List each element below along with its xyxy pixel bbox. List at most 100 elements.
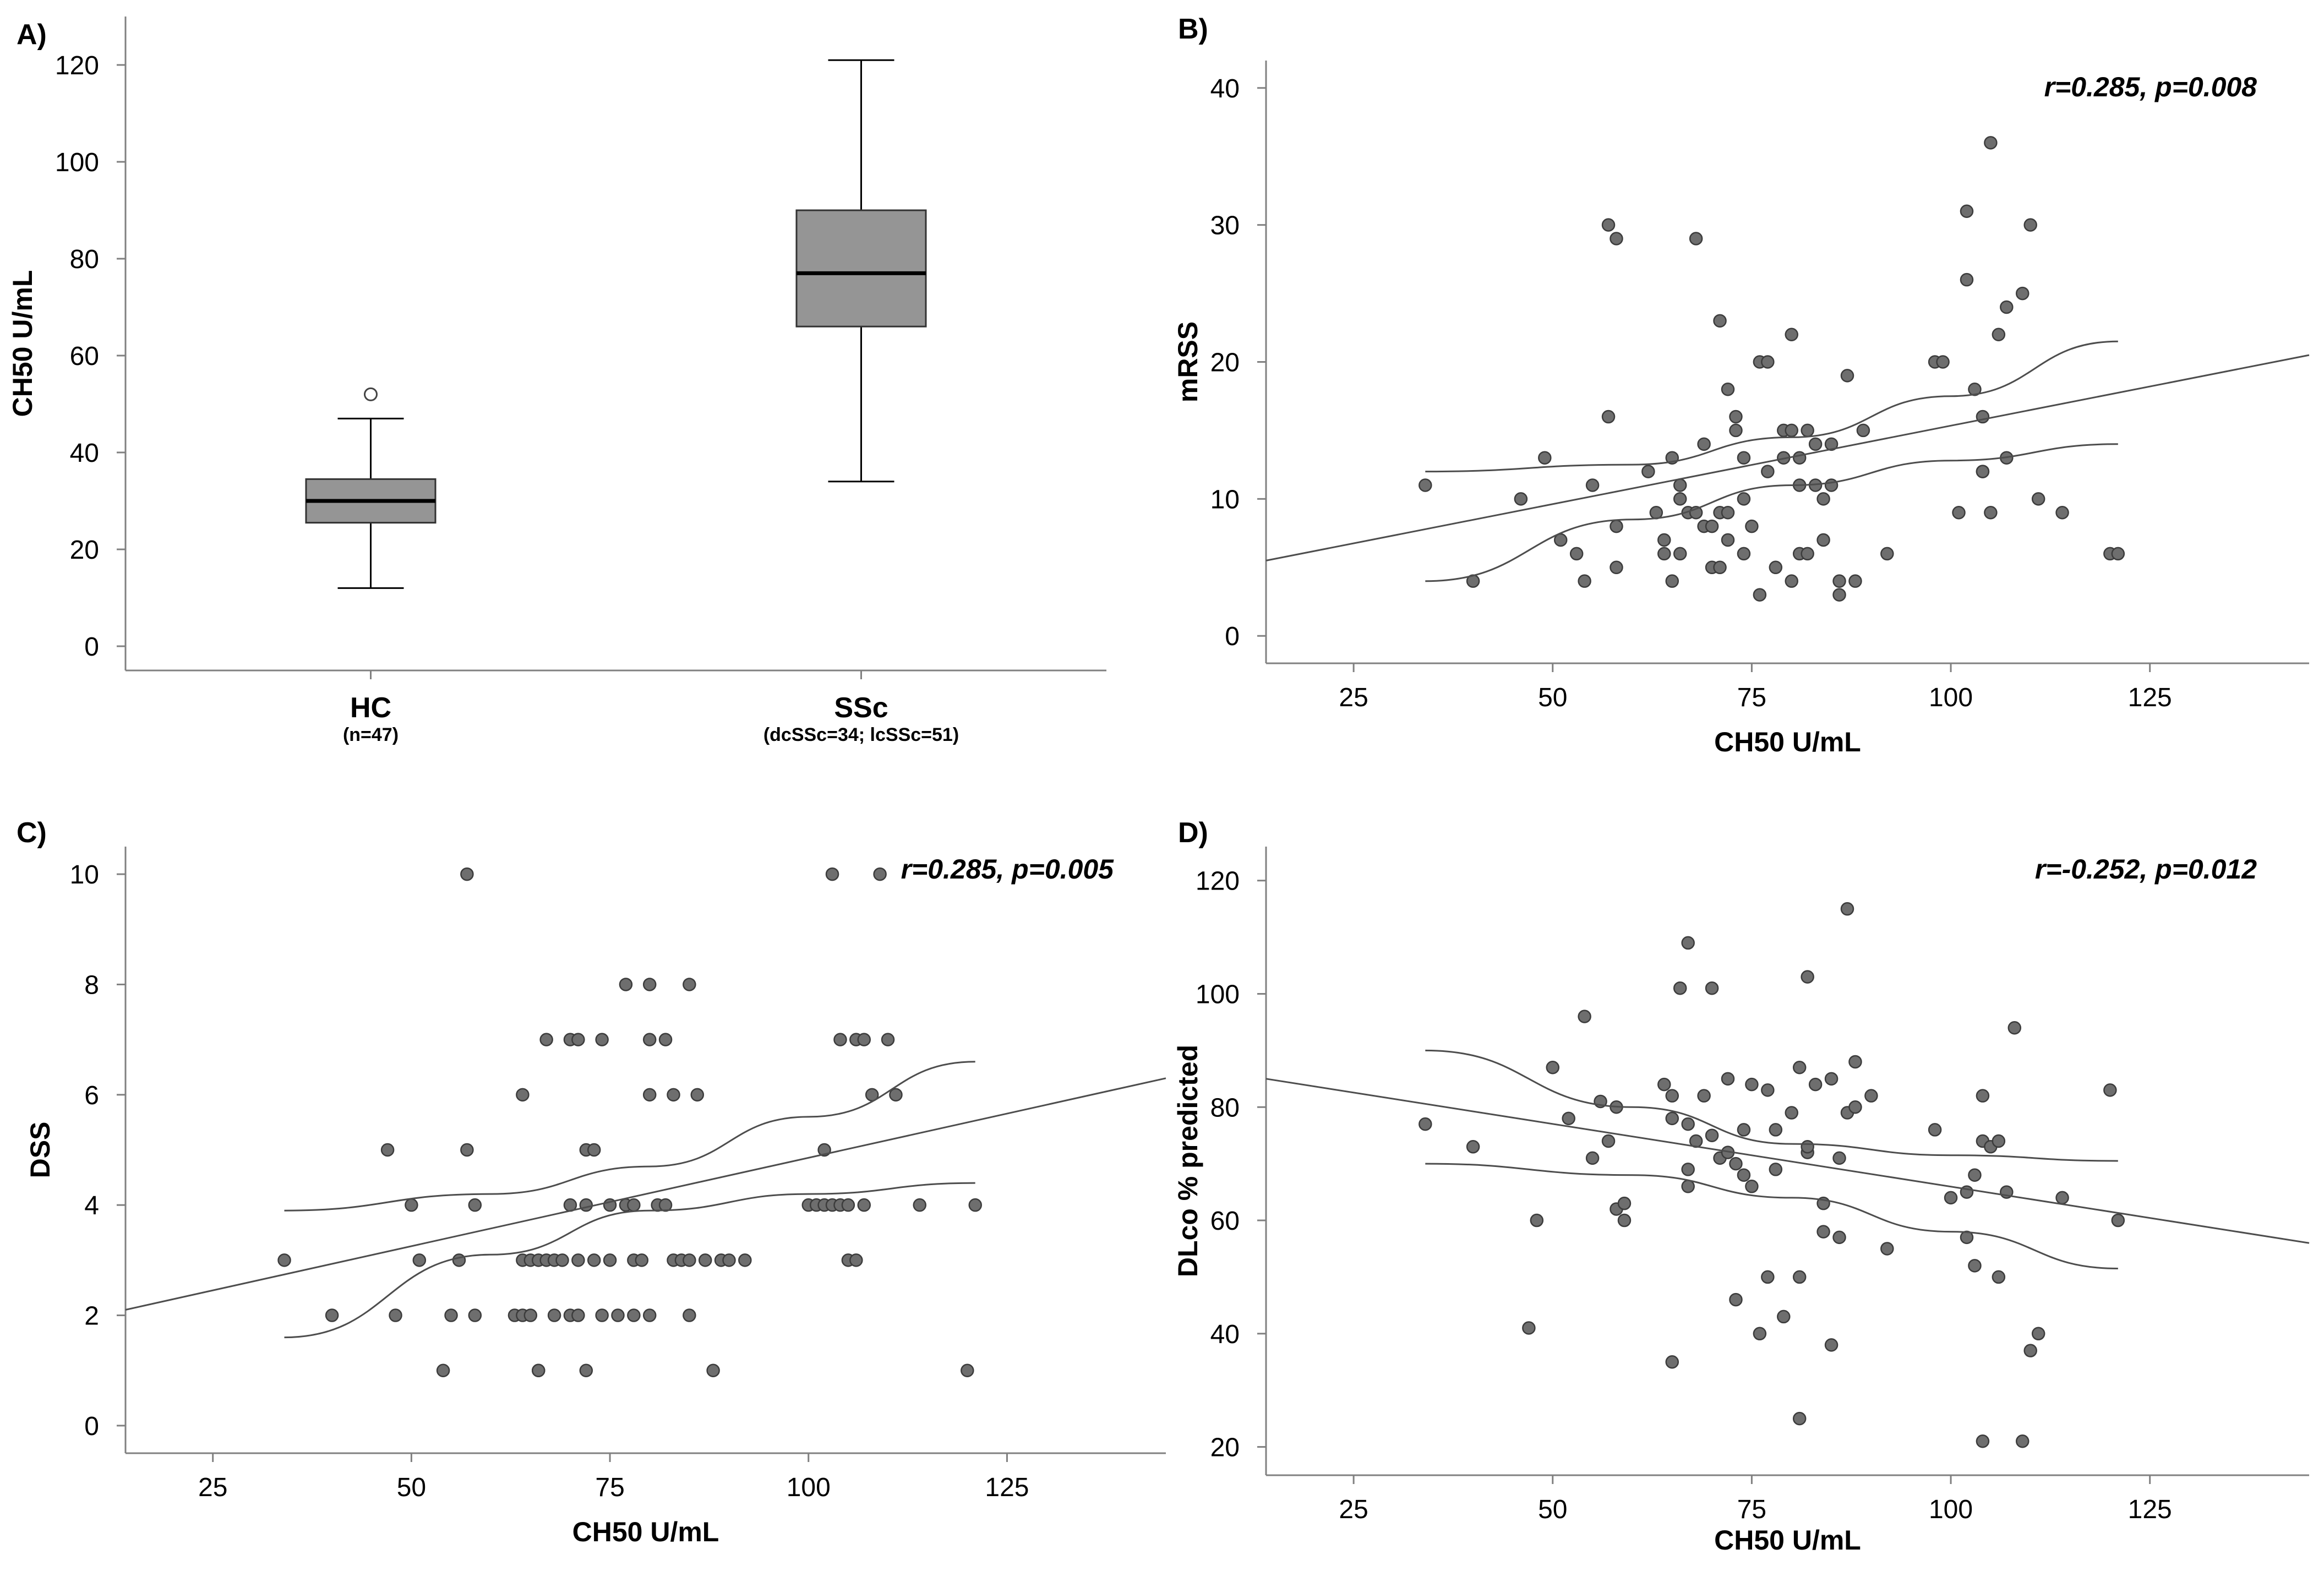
confidence-band-upper [1425,340,2118,473]
y-tick-label: 120 [55,51,99,80]
data-point [1753,588,1767,602]
data-point [277,1253,291,1267]
data-point [2103,1083,2117,1097]
data-point [547,1308,561,1322]
x-tick-label: 125 [985,1473,1029,1502]
data-point [468,1198,482,1212]
x-tick-label: 125 [2128,1495,2172,1524]
x-tick-label: 50 [1538,683,1567,712]
data-point [1840,369,1854,383]
panel-label: B) [1178,13,1208,45]
correlation-annotation: r=-0.252, p=0.012 [2035,854,2257,885]
data-point [1721,506,1735,520]
data-point [1681,936,1695,950]
data-point [841,1198,855,1212]
data-point [833,1033,847,1046]
data-point [1792,1411,1807,1426]
y-tick-label: 2 [84,1302,99,1331]
data-point [1745,1180,1759,1193]
data-point [1785,423,1798,438]
data-point [1681,1180,1695,1193]
data-point [1665,1111,1679,1126]
data-point [706,1363,720,1377]
data-point [913,1198,926,1212]
data-point [1737,451,1751,465]
data-point [1713,314,1727,328]
data-point [1769,1123,1783,1137]
data-point [1856,423,1870,438]
data-point [1466,1140,1480,1154]
data-point [2111,1213,2125,1228]
data-point [611,1308,625,1322]
x-axis-title: CH50 U/mL [572,1517,719,1547]
y-tick-label: 0 [84,632,99,662]
data-point [2007,1021,2022,1035]
data-point [539,1033,553,1046]
regression-line [1265,354,2310,561]
data-point [889,1088,903,1102]
data-point [1673,478,1687,492]
data-point [627,1308,641,1322]
y-tick-label: 100 [1196,980,1240,1009]
data-point [1785,1106,1798,1120]
data-point [1992,1270,2006,1284]
x-tick-label: 75 [1737,1495,1766,1524]
data-point [1585,478,1600,492]
data-point [1824,1338,1839,1352]
data-point [1960,272,1974,287]
data-point [1960,1230,1974,1245]
data-point [1419,1117,1432,1131]
y-tick-label: 10 [70,860,99,890]
scatter-points [277,867,982,1377]
y-tick-label: 100 [55,148,99,177]
data-point [1801,1140,1814,1154]
data-point [1976,1089,1990,1103]
data-point [555,1253,569,1267]
data-point [968,1198,982,1212]
data-point [690,1088,705,1102]
data-point [1769,1163,1783,1176]
data-point [1737,1123,1751,1137]
y-tick-label: 40 [1210,74,1240,103]
data-point [380,1143,395,1157]
data-point [1419,478,1432,492]
data-point [1824,437,1839,451]
data-point [452,1253,466,1267]
data-point [587,1143,601,1157]
data-point [683,1253,696,1267]
confidence-band-upper [1425,1049,2118,1162]
y-tick-label: 4 [84,1191,99,1220]
data-point [658,1033,673,1046]
x-tick-label: 25 [198,1473,227,1502]
data-point [619,978,633,991]
confidence-band-upper [284,1061,975,1212]
data-point [1721,1072,1735,1086]
data-point [405,1198,418,1212]
data-point [412,1253,427,1267]
regression-line [125,1077,1166,1311]
data-point [516,1088,530,1102]
data-point [1960,204,1974,218]
data-point [1610,519,1623,533]
x-axis-title: CH50 U/mL [1714,1525,1861,1556]
y-axis-title: DSS [25,1122,56,1179]
data-point [1721,533,1735,547]
data-point [1976,1434,1990,1448]
y-tick-label: 6 [84,1081,99,1110]
data-point [1944,1191,1958,1205]
data-point [1617,1213,1632,1228]
data-point [579,1363,593,1377]
data-point [683,1308,696,1322]
y-tick-label: 10 [1210,485,1240,514]
data-point [1848,1100,1862,1114]
y-tick-label: 80 [70,245,99,274]
data-point [2055,506,2069,520]
data-point [1785,328,1798,341]
data-point [1832,1230,1846,1245]
data-point [1522,1321,1536,1335]
data-point [1649,506,1663,520]
data-point [1569,547,1584,561]
data-point [1761,465,1775,478]
data-point [1824,1072,1839,1086]
